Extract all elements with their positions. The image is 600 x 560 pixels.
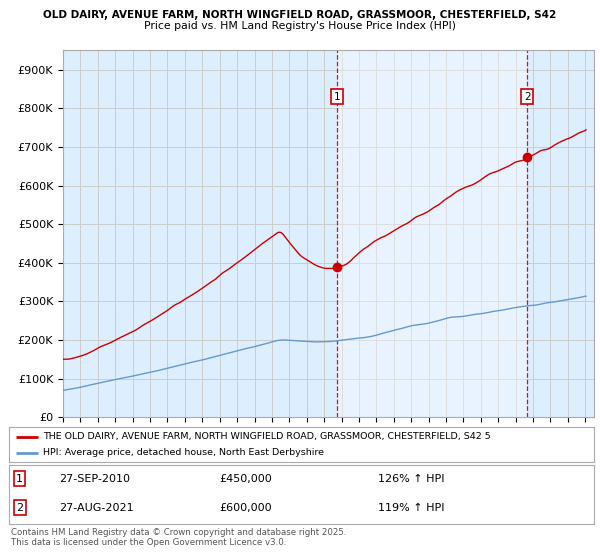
Text: 126% ↑ HPI: 126% ↑ HPI — [377, 474, 444, 484]
Text: £600,000: £600,000 — [220, 503, 272, 513]
Text: 2: 2 — [16, 503, 23, 513]
Text: Contains HM Land Registry data © Crown copyright and database right 2025.
This d: Contains HM Land Registry data © Crown c… — [11, 528, 346, 547]
Text: THE OLD DAIRY, AVENUE FARM, NORTH WINGFIELD ROAD, GRASSMOOR, CHESTERFIELD, S42 5: THE OLD DAIRY, AVENUE FARM, NORTH WINGFI… — [43, 432, 491, 441]
Text: 119% ↑ HPI: 119% ↑ HPI — [377, 503, 444, 513]
Text: 1: 1 — [16, 474, 23, 484]
Text: 27-AUG-2021: 27-AUG-2021 — [59, 503, 133, 513]
Text: Price paid vs. HM Land Registry's House Price Index (HPI): Price paid vs. HM Land Registry's House … — [144, 21, 456, 31]
Text: 1: 1 — [334, 92, 341, 102]
Text: HPI: Average price, detached house, North East Derbyshire: HPI: Average price, detached house, Nort… — [43, 448, 324, 457]
Text: 2: 2 — [524, 92, 530, 102]
Text: £450,000: £450,000 — [220, 474, 272, 484]
Text: OLD DAIRY, AVENUE FARM, NORTH WINGFIELD ROAD, GRASSMOOR, CHESTERFIELD, S42: OLD DAIRY, AVENUE FARM, NORTH WINGFIELD … — [43, 10, 557, 20]
Text: 27-SEP-2010: 27-SEP-2010 — [59, 474, 130, 484]
Bar — [337, 50, 527, 417]
